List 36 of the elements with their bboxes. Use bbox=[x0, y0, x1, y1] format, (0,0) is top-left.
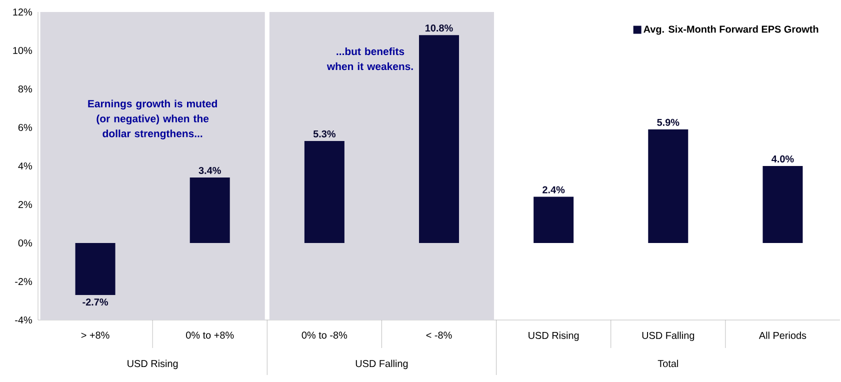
text: USD Rising bbox=[128, 360, 178, 370]
x-tick-label: 0% to -8% bbox=[302, 332, 348, 339]
y-tick-label: 6% bbox=[18, 124, 32, 132]
data-label: 10.8% bbox=[426, 24, 453, 32]
y-tick-label: -2% bbox=[15, 278, 32, 286]
bar bbox=[190, 178, 230, 243]
y-tick-label: 0% bbox=[18, 239, 32, 247]
bar bbox=[648, 129, 688, 243]
y-tick-label: 12% bbox=[13, 8, 32, 16]
legend-label: Avg. Six-Month Forward EPS Growth bbox=[644, 25, 818, 35]
bar bbox=[75, 243, 116, 295]
text: USD Falling bbox=[356, 360, 408, 370]
y-tick-label: 10% bbox=[13, 46, 32, 54]
band-label: ...but benefits when it weakens. bbox=[326, 47, 413, 70]
x-tick-label: < -8% bbox=[426, 332, 452, 339]
bar bbox=[304, 140, 344, 243]
bar bbox=[419, 35, 460, 243]
text: Total bbox=[658, 360, 678, 368]
x-tick-label: > +8% bbox=[81, 332, 110, 339]
y-tick-label: 2% bbox=[18, 200, 32, 208]
y-tick-label: -4% bbox=[15, 316, 32, 324]
y-tick-label: 4% bbox=[18, 162, 32, 170]
data-label: 5.9% bbox=[657, 118, 680, 126]
x-tick-label: All Periods bbox=[758, 332, 806, 339]
data-label: 5.3% bbox=[313, 130, 336, 138]
data-label: -2.7% bbox=[82, 298, 108, 306]
band-label: Earnings growth is muted (or negative) when the dollar strengthens... bbox=[88, 100, 217, 140]
bar bbox=[762, 166, 803, 243]
x-tick-label: USD Rising bbox=[528, 332, 579, 341]
data-label: 2.4% bbox=[542, 186, 565, 194]
data-label: 4.0% bbox=[772, 155, 794, 162]
x-tick-label: 0% to +8% bbox=[186, 332, 234, 339]
y-tick-label: 8% bbox=[18, 85, 32, 93]
x-tick-label: USD Falling bbox=[642, 332, 694, 341]
bar bbox=[534, 196, 574, 243]
data-label: 3.4% bbox=[198, 166, 221, 174]
